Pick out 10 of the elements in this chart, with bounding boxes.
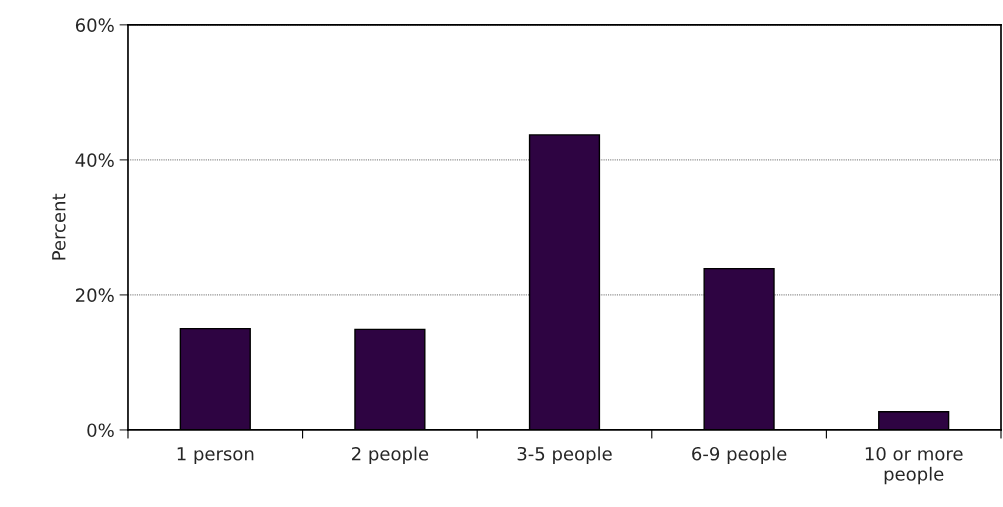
y-tick-label: 20% xyxy=(75,288,114,303)
y-tick-label: 0% xyxy=(87,423,114,438)
x-tick-label: 6-9 people xyxy=(692,446,787,465)
x-tick-label: 10 or more people xyxy=(865,446,963,485)
x-tick-label: 2 people xyxy=(351,446,429,465)
x-tick-label: 3-5 people xyxy=(517,446,612,465)
y-tick-label: 40% xyxy=(75,153,114,167)
y-axis-title: Percent xyxy=(52,193,66,260)
x-tick-label: 1 person xyxy=(177,447,254,465)
y-tick-label: 60% xyxy=(75,18,114,32)
